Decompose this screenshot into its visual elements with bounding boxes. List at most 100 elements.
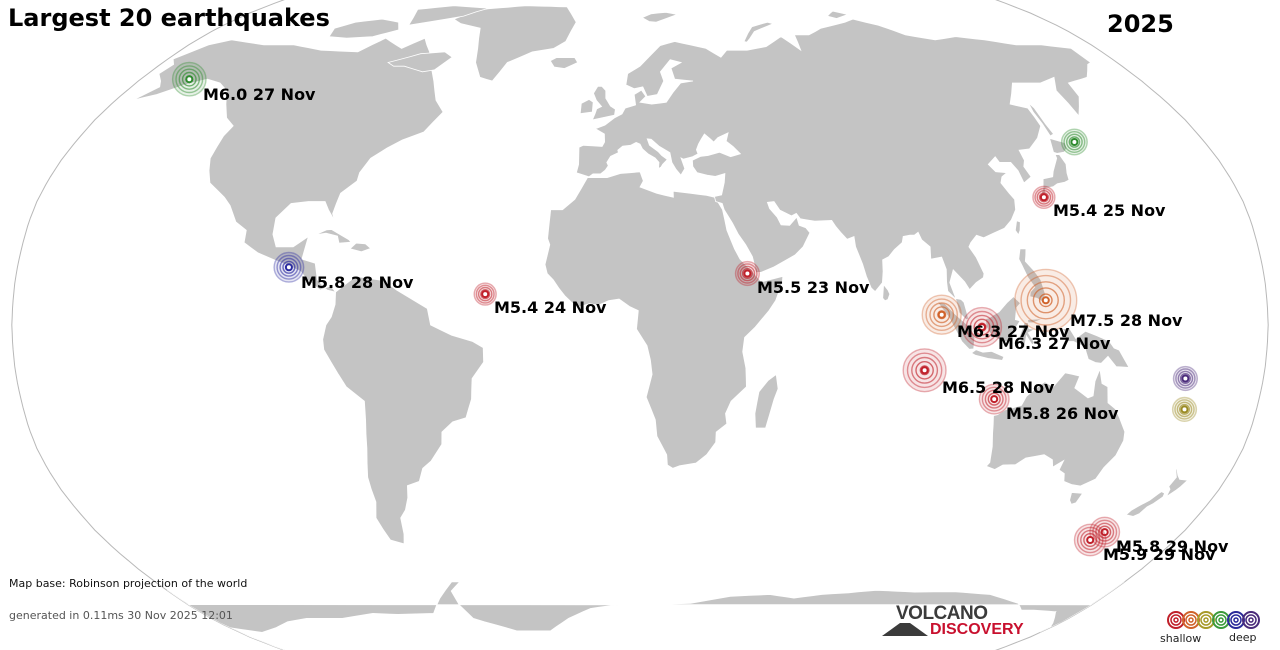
- marker-ring: [1177, 370, 1194, 387]
- earthquake-label: M6.5 28 Nov: [942, 378, 1055, 397]
- land-novaya-zemlya: [743, 21, 775, 43]
- land-taiwan: [1014, 220, 1021, 236]
- land-japan: [1040, 154, 1070, 197]
- earthquake-marker[interactable]: [171, 61, 207, 97]
- marker-core: [185, 75, 194, 84]
- marker-ring: [741, 268, 753, 280]
- land-hispaniola: [349, 242, 372, 253]
- marker-ring: [276, 254, 302, 280]
- land-new-guinea: [1061, 327, 1130, 368]
- marker-ring: [929, 302, 955, 328]
- earthquake-label: M6.0 27 Nov: [203, 85, 316, 104]
- earthquake-marker[interactable]: [1171, 396, 1198, 422]
- land-hokkaido: [1049, 137, 1068, 154]
- marker-core: [1086, 536, 1095, 544]
- land-arctic-islands-1: [328, 18, 400, 39]
- earthquake-label: M7.5 28 Nov: [1070, 311, 1183, 330]
- land-antarctica-0: [643, 581, 1125, 650]
- earthquake-marker[interactable]: [978, 383, 1010, 415]
- logo-text-volcano: VOLCANO: [896, 603, 988, 624]
- marker-core: [920, 366, 929, 375]
- depth-legend: [1167, 611, 1260, 629]
- landmasses: [132, 5, 1189, 650]
- legend-swatch: [1185, 614, 1197, 626]
- marker-ring: [1092, 519, 1118, 545]
- marker-ring: [1174, 399, 1195, 420]
- legend-swatch: [1188, 617, 1194, 623]
- land-south-america: [322, 275, 485, 545]
- marker-ring: [178, 68, 201, 90]
- marker-ring: [1020, 274, 1072, 326]
- earthquake-marker[interactable]: [921, 294, 962, 335]
- marker-ring: [1178, 403, 1190, 415]
- land-australia: [985, 367, 1126, 487]
- marker-ring: [969, 314, 995, 340]
- marker-ring: [1175, 368, 1196, 389]
- land-ireland: [579, 98, 594, 115]
- marker-core: [1070, 138, 1079, 146]
- marker-core: [1100, 528, 1109, 537]
- marker-core: [990, 395, 999, 404]
- marker-ring: [984, 389, 1004, 409]
- marker-ring: [282, 260, 296, 274]
- earthquake-marker[interactable]: [1014, 268, 1078, 332]
- marker-ring: [1032, 287, 1059, 314]
- earthquake-marker[interactable]: [902, 348, 947, 393]
- earthquake-marker[interactable]: [473, 282, 497, 306]
- marker-core: [481, 290, 490, 299]
- legend-shallow-label: shallow: [1160, 632, 1202, 645]
- land-sumatra: [936, 301, 976, 350]
- logo-text-discovery: DISCOVERY: [930, 621, 1024, 638]
- earthquake-marker[interactable]: [1073, 523, 1107, 557]
- earthquake-marker[interactable]: [1032, 185, 1056, 210]
- earthquake-label: M5.5 23 Nov: [757, 278, 870, 297]
- land-sri-lanka: [882, 283, 891, 302]
- legend-swatch: [1215, 614, 1227, 626]
- earthquake-label: M5.4 24 Nov: [494, 298, 607, 317]
- volcano-discovery-logo[interactable]: VOLCANO DISCOVERY: [880, 603, 1030, 643]
- land-borneo: [984, 296, 1022, 343]
- land-madagascar: [754, 373, 779, 429]
- land-tasmania: [1069, 492, 1084, 505]
- legend-deep-label: deep: [1229, 631, 1257, 644]
- earthquake-label: M5.8 28 Nov: [301, 273, 414, 292]
- land-cuba: [315, 229, 352, 244]
- earthquake-marker[interactable]: [961, 306, 1003, 348]
- legend-swatch: [1248, 617, 1254, 623]
- marker-ring: [973, 318, 991, 336]
- legend-swatch: [1230, 614, 1242, 626]
- marker-core: [1181, 374, 1190, 383]
- marker-ring: [987, 392, 1001, 406]
- land-iceland: [549, 57, 579, 69]
- earthquake-label: M5.9 29 Nov: [1103, 545, 1216, 564]
- year-label: 2025: [1107, 10, 1174, 38]
- earthquake-marker[interactable]: [734, 260, 760, 287]
- legend-swatch: [1242, 611, 1260, 629]
- marker-ring: [1066, 133, 1083, 151]
- earthquake-marker[interactable]: [1060, 128, 1088, 156]
- marker-ring: [1068, 136, 1081, 148]
- generated-note: generated in 0.11ms 30 Nov 2025 12:01: [9, 609, 233, 622]
- map-base-note: Map base: Robinson projection of the wor…: [9, 577, 248, 590]
- marker-core: [937, 310, 946, 319]
- earthquake-marker[interactable]: [1172, 365, 1198, 392]
- marker-ring: [1098, 525, 1112, 539]
- map-title: Largest 20 earthquakes: [8, 4, 330, 32]
- legend-swatch: [1203, 617, 1209, 623]
- land-sulawesi: [1018, 318, 1044, 348]
- marker-ring: [1036, 189, 1052, 205]
- earthquake-marker[interactable]: [273, 251, 305, 283]
- land-antarctica-1: [166, 581, 637, 650]
- legend-swatch: [1200, 614, 1212, 626]
- marker-ring: [1038, 293, 1053, 308]
- earthquake-marker[interactable]: [1089, 516, 1121, 548]
- land-arctic-islands-2: [407, 5, 489, 26]
- volcano-icon: [882, 623, 928, 636]
- marker-ring: [1026, 281, 1066, 320]
- marker-ring: [475, 284, 495, 304]
- marker-ring: [175, 65, 204, 94]
- marker-ring: [477, 286, 493, 302]
- land-sakhalin: [1028, 102, 1055, 137]
- marker-ring: [1076, 526, 1104, 554]
